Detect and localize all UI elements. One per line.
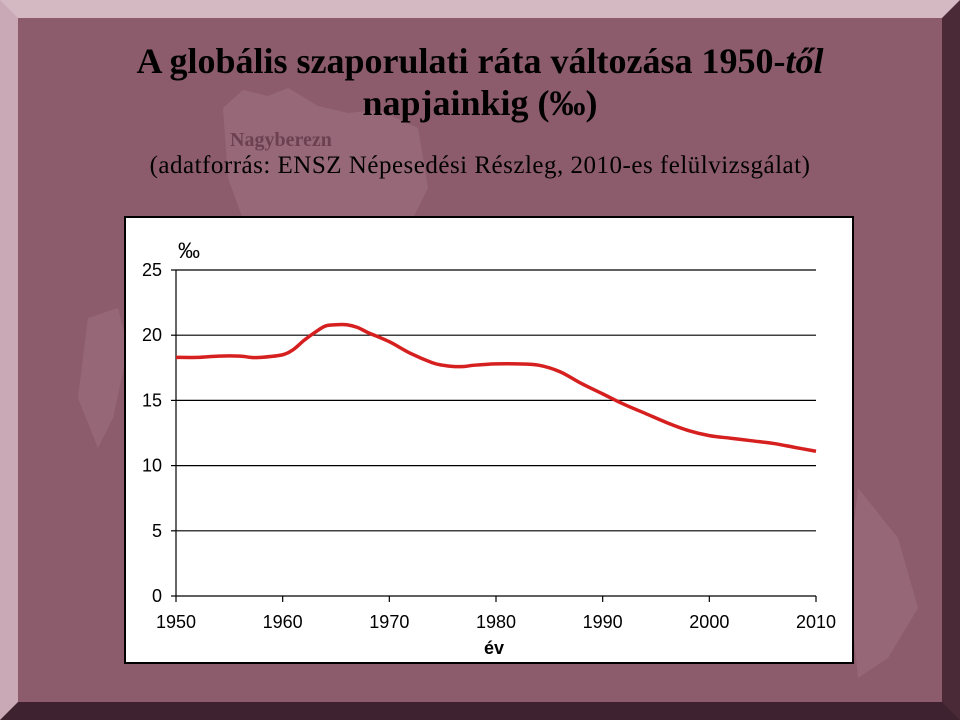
x-axis-label: év: [484, 638, 504, 658]
title-line2: napjainkig (‰): [362, 83, 598, 123]
x-tick-label: 1950: [156, 612, 196, 632]
y-tick-labels: 0 5 10 15 20 25: [142, 260, 162, 606]
y-tick-label: 0: [152, 586, 162, 606]
y-tick-label: 20: [142, 325, 162, 345]
x-tick-label: 2000: [689, 612, 729, 632]
chart-box: 0 5 10 15 20 25 1950 1960 1970 1980 1990 2000 2010 …: [124, 216, 854, 664]
slide-subtitle: (adatforrás: ENSZ Népesedési Részleg, 20…: [149, 152, 811, 179]
y-tick-label: 5: [152, 521, 162, 541]
title-main: A globális szaporulati ráta változása 19…: [136, 41, 786, 81]
slide-title: A globális szaporulati ráta változása 19…: [18, 40, 942, 124]
slide-area: Nagyberezn A globális szaporulati ráta v…: [18, 18, 942, 702]
y-tick-label: 10: [142, 456, 162, 476]
x-tick-label: 1960: [263, 612, 303, 632]
background-map-image: Nagyberezn: [78, 88, 918, 678]
grid-lines: [171, 269, 816, 597]
x-tick-label: 1990: [583, 612, 623, 632]
series-line: [175, 322, 817, 453]
y-tick-label: 15: [142, 390, 162, 410]
y-tick-label: 25: [142, 260, 162, 280]
chart-series: [175, 322, 817, 453]
background-map-label: Nagyberezn: [230, 129, 332, 151]
x-tick-labels: 1950 1960 1970 1980 1990 2000 2010: [156, 612, 836, 632]
x-tick-label: 1970: [369, 612, 409, 632]
title-italic: től: [785, 41, 824, 81]
chart-axes: [175, 270, 817, 602]
y-axis-label: ‰: [178, 238, 200, 263]
x-tick-label: 2010: [796, 612, 836, 632]
x-tick-label: 1980: [476, 612, 516, 632]
